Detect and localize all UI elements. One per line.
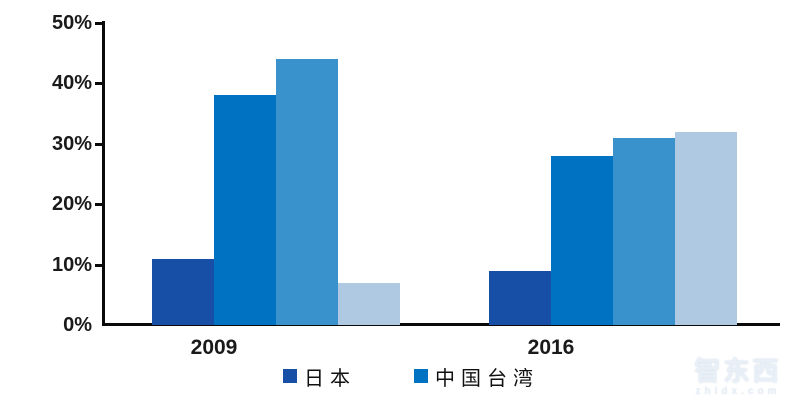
y-axis-tick-mark — [95, 263, 102, 267]
bar-2009-series3 — [276, 59, 338, 325]
y-axis-tick-label: 0% — [63, 314, 92, 336]
legend-label: 日本 — [304, 367, 356, 390]
watermark-logo-text: 智东西 — [694, 356, 782, 386]
y-axis-tick-label: 20% — [51, 193, 92, 216]
bar-2016-series2 — [551, 155, 613, 325]
x-axis-label-2009: 2009 — [190, 336, 238, 359]
y-axis-tick-label: 10% — [51, 253, 92, 276]
y-axis-tick-mark — [95, 142, 102, 146]
bar-2016-series1 — [489, 270, 551, 325]
watermark-url-text: zhidx.com — [695, 386, 781, 397]
y-axis-tick-label: 40% — [51, 72, 92, 95]
bar-2016-series4 — [675, 131, 737, 325]
y-axis-tick-label: 50% — [51, 12, 92, 34]
x-axis-label-2016: 2016 — [527, 336, 575, 359]
legend-item-1: 日本 — [283, 362, 356, 391]
legend-swatch-icon — [414, 369, 428, 383]
x-axis-line — [102, 323, 780, 326]
legend: 日本 中国台湾 — [283, 362, 539, 391]
legend-item-2: 中国台湾 — [414, 362, 539, 391]
watermark: 智东西 zhidx.com — [682, 356, 794, 398]
legend-swatch-icon — [283, 369, 297, 383]
bar-2016-series3 — [613, 137, 675, 325]
y-axis-tick-mark — [95, 82, 102, 86]
y-axis-line — [102, 21, 105, 326]
bar-2009-series4 — [338, 282, 400, 325]
legend-label: 中国台湾 — [435, 367, 539, 390]
y-axis-tick-mark — [95, 22, 102, 25]
bar-2009-series1 — [152, 258, 214, 325]
y-axis-tick-mark — [95, 203, 102, 207]
y-axis-tick-label: 30% — [51, 132, 92, 155]
bar-2009-series2 — [214, 95, 276, 325]
